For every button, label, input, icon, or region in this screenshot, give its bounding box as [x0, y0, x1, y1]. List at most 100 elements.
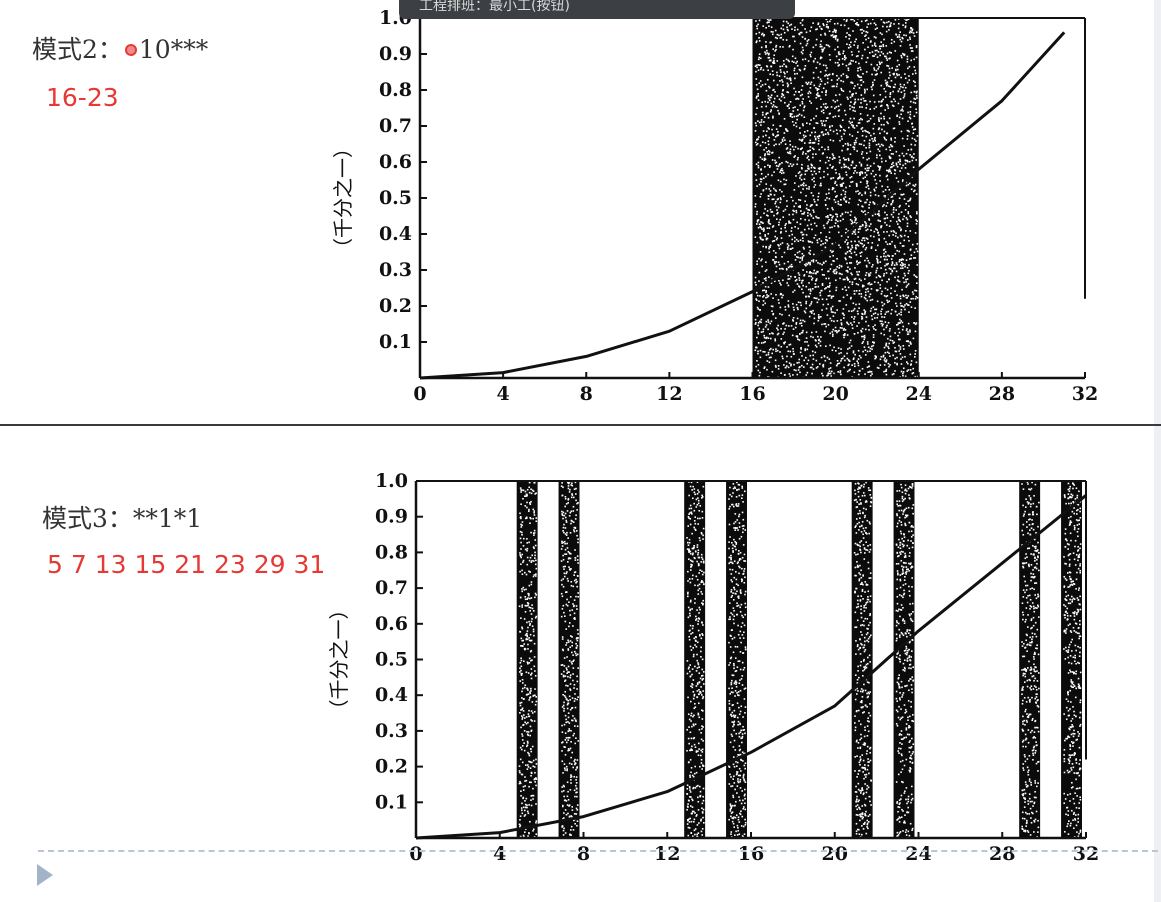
- noise-speck: [776, 333, 779, 336]
- noise-speck: [763, 277, 766, 280]
- noise-speck: [766, 52, 769, 54]
- noise-speck: [857, 283, 860, 286]
- noise-speck: [525, 516, 528, 519]
- noise-speck: [885, 132, 888, 135]
- noise-speck: [908, 199, 911, 202]
- noise-speck: [891, 201, 894, 203]
- noise-speck: [776, 74, 778, 77]
- noise-speck: [857, 313, 859, 315]
- noise-speck: [534, 539, 537, 541]
- noise-speck: [767, 319, 769, 321]
- noise-speck: [690, 565, 693, 568]
- noise-speck: [780, 232, 782, 234]
- noise-speck: [906, 135, 909, 137]
- noise-speck: [783, 342, 786, 345]
- noise-speck: [531, 659, 533, 661]
- noise-speck: [830, 297, 833, 299]
- noise-speck: [895, 73, 898, 75]
- noise-speck: [733, 765, 736, 768]
- noise-speck: [847, 242, 849, 244]
- noise-speck: [701, 812, 704, 814]
- noise-speck: [876, 27, 878, 29]
- noise-speck: [800, 51, 803, 53]
- noise-speck: [910, 188, 913, 191]
- noise-speck: [769, 59, 772, 62]
- noise-speck: [856, 263, 859, 266]
- noise-speck: [902, 371, 905, 373]
- noise-speck: [799, 301, 802, 304]
- noise-speck: [832, 208, 834, 211]
- noise-speck: [902, 179, 904, 181]
- noise-speck: [575, 784, 577, 787]
- noise-speck: [573, 488, 576, 491]
- noise-speck: [894, 370, 896, 372]
- noise-speck: [573, 571, 576, 574]
- noise-speck: [856, 325, 858, 327]
- noise-speck: [759, 295, 761, 297]
- noise-speck: [691, 683, 694, 686]
- noise-speck: [886, 294, 889, 297]
- noise-speck: [914, 323, 917, 326]
- noise-speck: [793, 182, 796, 184]
- noise-speck: [837, 220, 839, 223]
- noise-speck: [910, 156, 913, 158]
- noise-speck: [913, 66, 916, 68]
- noise-speck: [891, 104, 894, 107]
- noise-speck: [907, 322, 910, 325]
- noise-speck: [864, 20, 867, 22]
- noise-speck: [696, 560, 698, 563]
- noise-speck: [733, 709, 736, 712]
- noise-speck: [742, 501, 744, 503]
- noise-speck: [871, 341, 874, 343]
- noise-speck: [791, 120, 794, 123]
- noise-speck: [770, 94, 773, 97]
- noise-speck: [744, 802, 746, 805]
- noise-speck: [799, 333, 801, 335]
- noise-speck: [524, 571, 526, 574]
- noise-speck: [693, 820, 695, 823]
- noise-speck: [910, 216, 912, 219]
- noise-speck: [915, 361, 918, 364]
- noise-speck: [908, 269, 910, 272]
- noise-speck: [803, 228, 806, 231]
- noise-speck: [771, 33, 774, 36]
- noise-speck: [686, 823, 689, 825]
- noise-speck: [825, 89, 828, 92]
- noise-speck: [763, 212, 765, 215]
- y-tick-label: 0.2: [379, 295, 412, 317]
- noise-speck: [902, 264, 904, 266]
- noise-speck: [698, 587, 701, 590]
- noise-speck: [865, 271, 868, 274]
- noise-speck: [562, 772, 564, 774]
- noise-speck: [898, 250, 901, 253]
- noise-speck: [798, 277, 801, 279]
- noise-speck: [881, 320, 883, 323]
- noise-speck: [810, 303, 812, 305]
- noise-speck: [702, 560, 705, 563]
- noise-speck: [834, 190, 836, 193]
- noise-speck: [564, 553, 566, 555]
- noise-speck: [907, 173, 910, 176]
- noise-speck: [889, 92, 892, 94]
- noise-speck: [915, 159, 918, 161]
- noise-speck: [561, 638, 564, 640]
- noise-speck: [757, 342, 760, 344]
- noise-speck: [738, 537, 741, 540]
- noise-speck: [525, 517, 528, 519]
- noise-speck: [564, 690, 567, 693]
- noise-speck: [535, 567, 538, 570]
- noise-speck: [864, 129, 866, 132]
- noise-speck: [856, 47, 859, 49]
- noise-speck: [743, 490, 746, 493]
- noise-speck: [824, 246, 827, 249]
- noise-speck: [909, 364, 912, 366]
- noise-speck: [843, 366, 845, 369]
- scrollbar-track[interactable]: [1154, 0, 1161, 902]
- noise-speck: [897, 328, 900, 330]
- noise-speck: [784, 306, 787, 308]
- noise-speck: [576, 639, 579, 642]
- noise-speck: [535, 820, 538, 822]
- noise-speck: [786, 71, 788, 73]
- noise-speck: [836, 362, 839, 365]
- noise-speck: [907, 212, 910, 215]
